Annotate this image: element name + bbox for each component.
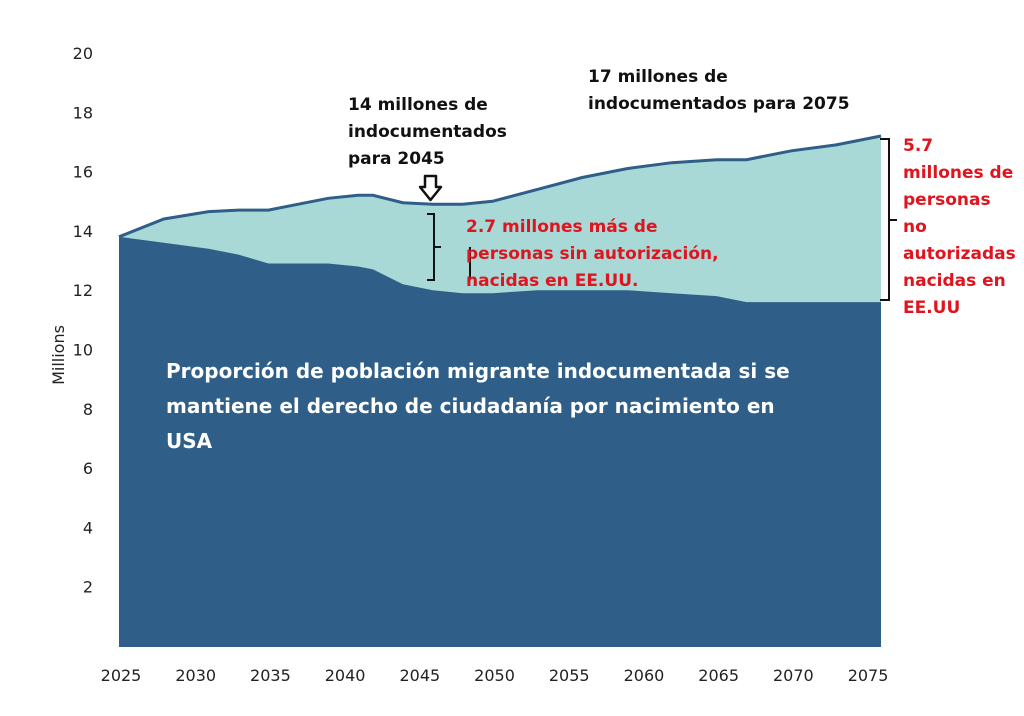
annotation-2045-line3: para 2045 [348,149,445,169]
annotation-2075-line1: 17 millones de [588,67,728,87]
x-tick-label: 2035 [250,666,291,685]
annotation-2045-line2: indocumentados [348,122,507,142]
x-tick-label: 2050 [474,666,515,685]
x-tick-label: 2045 [399,666,440,685]
x-tick-label: 2055 [549,666,590,685]
center-caption-line3: USA [166,429,213,453]
y-tick-label: 6 [83,459,93,478]
annotation-right-line2: millones de [903,163,1013,183]
right-bracket-icon [880,138,897,301]
x-tick-label: 2070 [773,666,814,685]
y-tick-label: 8 [83,400,93,419]
x-tick-label: 2030 [175,666,216,685]
y-tick-label: 16 [73,163,93,182]
y-tick-label: 18 [73,103,93,122]
x-tick-label: 2060 [624,666,665,685]
annotation-right-line7: EE.UU [903,298,960,318]
annotation-right-line6: nacidas en [903,271,1006,291]
total-undocumented-line [118,134,882,239]
y-tick-labels: 2 4 6 8 10 12 14 16 18 20 [73,44,93,597]
down-arrow-icon [418,174,443,202]
y-axis-label: Millions [49,325,68,385]
center-caption-line2: mantiene el derecho de ciudadanía por na… [166,394,775,418]
x-tick-label: 2025 [101,666,142,685]
middle-bracket-icon [427,213,441,281]
annotation-right-line5: autorizadas [903,244,1016,264]
annotation-right-line3: personas [903,190,991,210]
y-tick-label: 4 [83,518,93,537]
y-tick-label: 12 [73,281,93,300]
annotation-mid-line3: nacidas en EE.UU. [466,271,638,291]
annotation-right-line4: no [903,217,927,237]
y-tick-label: 20 [73,44,93,63]
x-tick-labels: 2025 2030 2035 2040 2045 2050 2055 2060 2065 2070… [101,666,889,685]
x-tick-label: 2075 [848,666,889,685]
y-tick-label: 2 [83,578,93,597]
y-tick-label: 14 [73,222,93,241]
center-caption-line1: Proporción de población migrante indocum… [166,359,790,383]
annotation-mid-line2: personas sin autorización, [466,244,719,264]
y-tick-label: 10 [73,341,93,360]
annotation-mid-line1: 2.7 millones más de [466,217,658,237]
x-tick-label: 2040 [325,666,366,685]
annotation-right: 5.7 millones de personas no autorizadas … [903,136,1016,318]
x-tick-label: 2065 [698,666,739,685]
annotation-right-line1: 5.7 [903,136,933,156]
annotation-2075-line2: indocumentados para 2075 [588,94,850,114]
base-undocumented-area [119,236,881,647]
annotation-2045-line1: 14 millones de [348,95,488,115]
